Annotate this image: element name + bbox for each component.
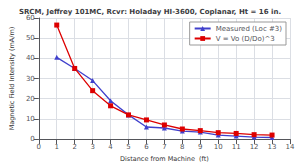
svg-text:7: 7 [162, 143, 166, 151]
svg-text:4: 4 [108, 143, 113, 151]
svg-text:50: 50 [26, 34, 35, 42]
svg-text:8: 8 [180, 143, 184, 151]
svg-text:40: 40 [26, 54, 35, 62]
svg-text:Magnetic Field Intensity (mA/m: Magnetic Field Intensity (mA/m) [8, 27, 16, 131]
svg-text:5: 5 [126, 143, 130, 151]
svg-text:1: 1 [55, 143, 59, 151]
svg-text:20: 20 [26, 95, 35, 103]
svg-text:11: 11 [232, 143, 241, 151]
svg-text:0: 0 [37, 143, 41, 151]
svg-text:12: 12 [250, 143, 259, 151]
svg-text:10: 10 [26, 115, 35, 123]
svg-text:14: 14 [286, 143, 295, 151]
svg-text:0: 0 [30, 135, 34, 143]
svg-text:SRCM, Jeffrey 101MC, Rcvr: Hol: SRCM, Jeffrey 101MC, Rcvr: Holaday HI-36… [19, 8, 281, 16]
svg-text:13: 13 [268, 143, 277, 151]
svg-text:Distance from Machine (ft): Distance from Machine (ft) [120, 155, 209, 163]
svg-text:6: 6 [144, 143, 149, 151]
svg-text:9: 9 [198, 143, 202, 151]
svg-text:30: 30 [26, 75, 35, 83]
svg-text:60: 60 [25, 14, 35, 22]
svg-text:10: 10 [214, 143, 223, 151]
svg-text:V = Vo (D/Do)^3: V = Vo (D/Do)^3 [216, 35, 275, 43]
svg-text:3: 3 [90, 143, 94, 151]
svg-text:Measured (Loc #3): Measured (Loc #3) [216, 25, 283, 33]
svg-text:2: 2 [72, 143, 76, 151]
